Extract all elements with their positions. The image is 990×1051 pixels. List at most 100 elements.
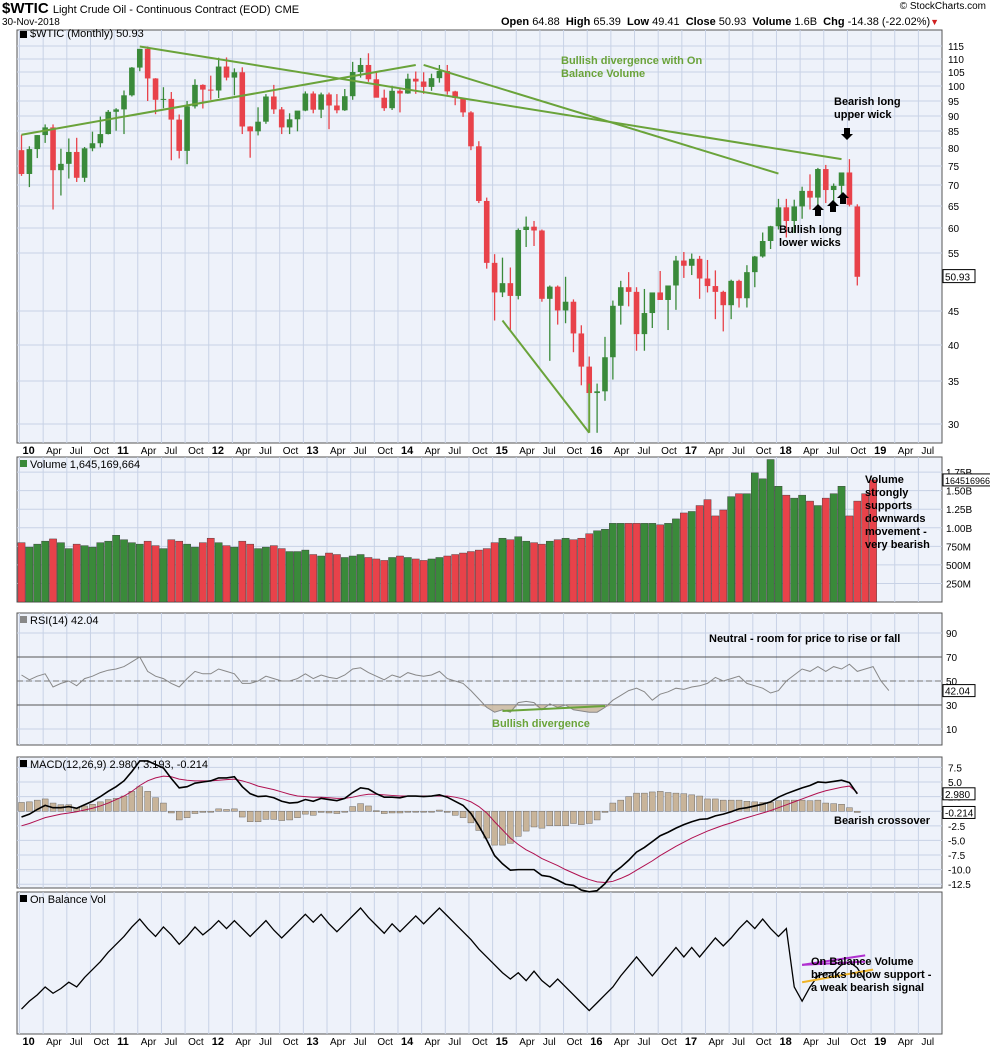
volume-value: 1.6B (794, 16, 818, 28)
x-tick-label: Jul (70, 446, 83, 457)
macd-histogram-bar (294, 811, 301, 818)
volume-bar (348, 555, 357, 603)
volume-bar (17, 542, 26, 603)
candle-body (223, 66, 230, 78)
volume-bar (774, 486, 783, 603)
volume-bar (246, 543, 254, 603)
volume-bar (530, 542, 538, 603)
macd-histogram-bar (791, 799, 798, 812)
volume-bar (538, 543, 546, 603)
x-tick-label: 15 (496, 1036, 508, 1048)
volume-bar (861, 493, 869, 603)
candle-body (176, 119, 182, 151)
y-tick-label: 750M (946, 542, 971, 553)
macd-histogram-bar (451, 811, 459, 816)
candle-body (752, 256, 758, 273)
y-tick-label: 90 (948, 112, 960, 123)
macd-histogram-bar (680, 793, 688, 812)
candle-body (294, 110, 301, 120)
macd-histogram-bar (696, 795, 703, 812)
macd-histogram-bar (160, 802, 167, 812)
volume-bar (585, 533, 594, 603)
volume-bar (482, 548, 491, 603)
candle-body (168, 98, 175, 120)
x-tick-label: Jul (354, 446, 367, 457)
volume-bar (293, 551, 302, 603)
last-macd-label: 2.980 (945, 790, 970, 801)
volume-bar (751, 472, 759, 603)
candle-body (436, 70, 443, 79)
x-tick-label: Apr (425, 1037, 441, 1048)
x-tick-label: Apr (235, 446, 251, 457)
macd-histogram-bar (570, 811, 577, 824)
volume-bar (372, 558, 381, 603)
candle-body (365, 64, 372, 80)
candle-body (468, 112, 474, 147)
annotation-text: Bullish long (779, 224, 842, 236)
x-tick-label: Jul (164, 1037, 177, 1048)
candle-body (673, 260, 679, 286)
x-tick-label: Jul (259, 446, 272, 457)
last-volume-box (942, 473, 990, 487)
x-tick-label: Oct (93, 1037, 109, 1048)
candle-body (428, 78, 435, 87)
x-tick-label: 11 (117, 1036, 129, 1048)
candle-body (720, 291, 727, 306)
volume-bar (443, 555, 452, 603)
macd-histogram-bar (499, 811, 506, 846)
macd-histogram-bar (641, 792, 648, 812)
rsi-line (21, 656, 890, 713)
macd-histogram-bar (507, 811, 514, 844)
candle-body (822, 169, 829, 191)
macd-histogram-bar (18, 802, 25, 812)
volume-bar (325, 552, 333, 603)
volume-bar (514, 536, 523, 603)
x-tick-label: Apr (519, 1037, 535, 1048)
candle-body (271, 96, 277, 110)
volume-bar (277, 548, 286, 603)
macd-histogram-bar (128, 791, 136, 812)
macd-histogram-bar (436, 809, 443, 812)
candle-body (799, 190, 805, 207)
candle-body (830, 185, 837, 191)
chg-label: Chg (823, 16, 845, 28)
last-rsi-label: 42.04 (945, 687, 970, 698)
candle-body (50, 127, 56, 171)
candle-body (554, 286, 561, 311)
candle-body (515, 230, 522, 296)
last-macd-box (942, 787, 976, 801)
y-tick-label: 30 (948, 420, 960, 431)
macd-histogram-bar (522, 811, 530, 832)
macd-histogram-bar (822, 802, 829, 812)
volume-bar (640, 523, 649, 603)
candle-body (34, 135, 41, 150)
candle-body (310, 93, 317, 110)
candle-body (97, 134, 104, 144)
volume-bar (404, 557, 412, 603)
volume-bar (624, 523, 633, 603)
candle-body (302, 93, 309, 111)
legend-swatch (20, 616, 27, 623)
candle-body (665, 285, 671, 300)
candle-body (546, 286, 553, 299)
x-tick-label: Oct (567, 446, 583, 457)
macd-histogram-bar (546, 811, 553, 827)
macd-histogram-bar (388, 811, 396, 814)
volume-bar (475, 549, 483, 603)
legend-swatch (20, 760, 27, 767)
macd-histogram-bar (704, 798, 711, 812)
candle-body (121, 95, 127, 110)
macd-histogram-bar (625, 796, 632, 812)
candle-body (539, 230, 545, 299)
macd-histogram-bar (105, 799, 112, 812)
macd-histogram-bar (798, 799, 806, 812)
y-tick-label: 110 (948, 55, 964, 66)
volume-bar (183, 543, 191, 603)
chg-value: -14.38 (-22.02%) (847, 16, 931, 28)
macd-histogram-bar (365, 805, 372, 812)
y-tick-label: -5.0 (948, 836, 966, 847)
candle-body (184, 106, 190, 151)
symbol: $WTIC (2, 0, 49, 17)
candle-body (207, 89, 214, 91)
volume-bar (41, 540, 49, 603)
